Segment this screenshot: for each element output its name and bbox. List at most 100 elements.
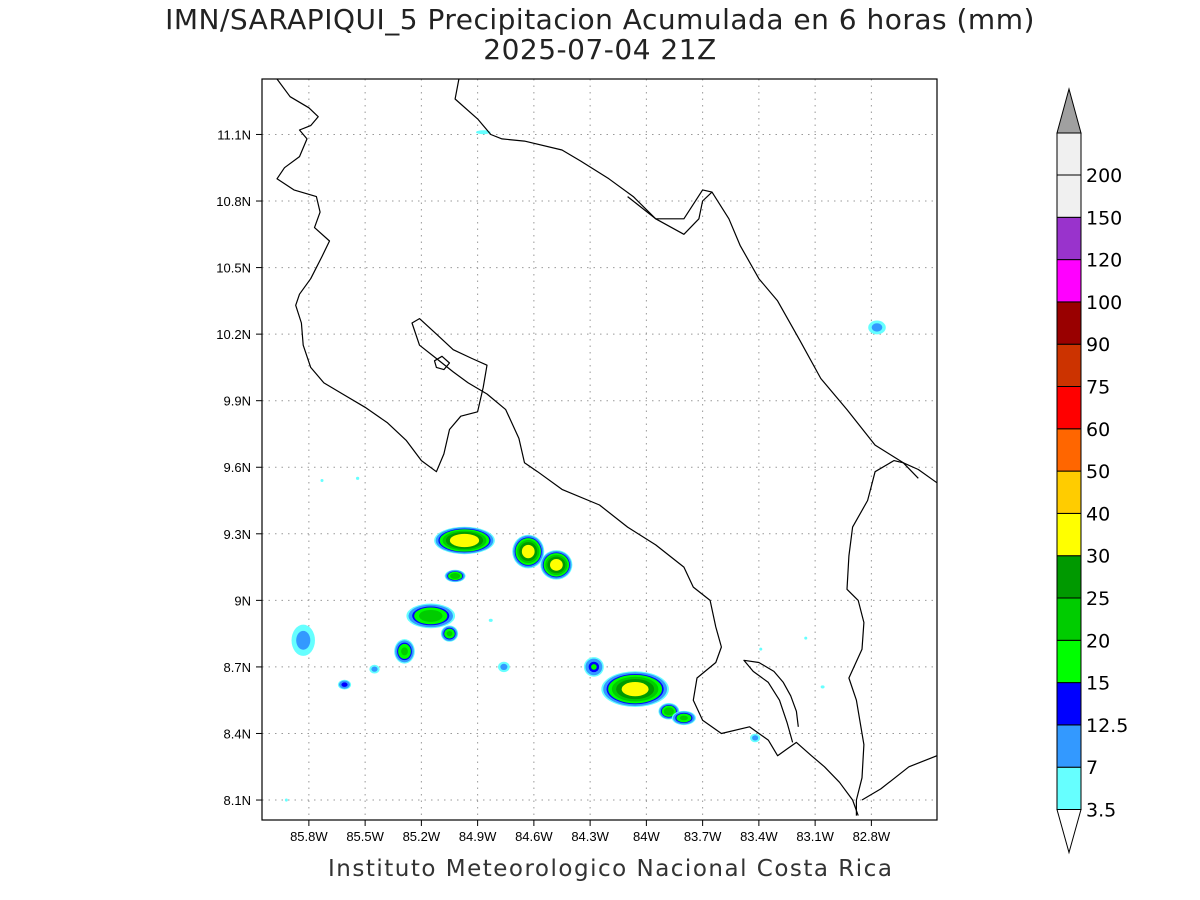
colorbar-label: 40 <box>1086 503 1110 525</box>
precip-contour <box>621 681 649 697</box>
precip-contour <box>549 558 563 571</box>
y-tick-label: 9.6N <box>224 460 251 475</box>
y-tick-label: 11.1N <box>217 127 251 142</box>
colorbar-label: 200 <box>1086 165 1122 187</box>
footer-credit: Instituto Meteorologico Nacional Costa R… <box>328 856 894 882</box>
precip-cell <box>394 639 415 664</box>
precip-cell <box>320 479 324 483</box>
colorbar-top-arrow <box>1056 87 1082 134</box>
colorbar-label: 7 <box>1086 757 1098 779</box>
precip-cell <box>488 618 493 622</box>
precip-contour <box>521 544 535 559</box>
precip-cell <box>540 550 573 580</box>
colorbar-swatch <box>1056 512 1082 557</box>
map-title: IMN/SARAPIQUI_5 Precipitacion Acumulada … <box>165 3 1035 36</box>
precip-cell <box>868 320 886 335</box>
x-tick-label: 84W <box>633 829 660 844</box>
colorbar-legend: 3.5 7 12.5 15 20 25 30 40 50 60 75 90 100 120 150 200 <box>1056 87 1128 855</box>
precip-contour <box>449 533 480 548</box>
colorbar-label: 150 <box>1086 207 1122 229</box>
colorbar-label: 25 <box>1086 588 1110 610</box>
precip-contour <box>475 130 491 135</box>
x-tick-label: 85.8W <box>290 829 328 844</box>
colorbar-swatch <box>1056 470 1082 514</box>
precip-contour <box>591 664 597 670</box>
precip-contour <box>284 798 288 802</box>
golfo-dulce-coast <box>743 659 799 743</box>
colorbar-label: 90 <box>1086 334 1110 356</box>
precip-contour <box>296 630 311 650</box>
precip-cell <box>284 798 288 802</box>
precip-contour <box>759 647 763 651</box>
y-tick-label: 8.4N <box>224 726 251 741</box>
x-tick-label: 82.8W <box>853 829 891 844</box>
y-tick-label: 10.2N <box>216 327 251 342</box>
precip-cell <box>601 671 669 707</box>
colorbar-bottom-arrow <box>1056 809 1082 855</box>
gulf-island <box>433 355 451 371</box>
precip-cell <box>291 624 315 656</box>
map-subtitle-datetime: 2025-07-04 21Z <box>483 33 717 66</box>
panama-border <box>846 460 937 816</box>
precip-contour <box>663 707 674 716</box>
precip-cell <box>355 476 360 480</box>
colorbar-label: 75 <box>1086 377 1110 399</box>
precip-contour <box>450 572 461 579</box>
precipitation-contours <box>284 130 886 802</box>
colorbar-swatch <box>1056 724 1082 768</box>
colorbar-label: 20 <box>1086 630 1110 652</box>
colorbar-swatch <box>1056 216 1082 261</box>
precip-cell <box>804 636 808 640</box>
colorbar-label: 12.5 <box>1086 715 1128 737</box>
colorbar-label: 30 <box>1086 546 1110 568</box>
y-tick-label: 8.7N <box>224 660 251 675</box>
y-tick-label: 9N <box>234 593 251 608</box>
precip-cell <box>444 569 466 583</box>
colorbar-label: 3.5 <box>1086 800 1116 822</box>
colorbar-label: 60 <box>1086 419 1110 441</box>
precip-contour <box>446 630 453 637</box>
colorbar-swatch <box>1056 132 1082 176</box>
precip-contour <box>371 666 378 672</box>
precip-cell <box>434 526 495 555</box>
grid-lines <box>262 79 937 820</box>
colorbar-swatch <box>1056 555 1082 599</box>
coastline <box>276 79 937 816</box>
precip-cell <box>475 130 491 135</box>
precip-cell <box>406 603 456 629</box>
precip-contour <box>500 663 508 671</box>
colorbar-swatch <box>1056 259 1082 303</box>
longitude-axis: 85.8W 85.5W 85.2W 84.9W 84.6W 84.3W 84W 83.7W 83… <box>290 820 891 844</box>
x-tick-label: 85.2W <box>403 829 441 844</box>
x-tick-label: 84.3W <box>571 829 609 844</box>
colorbar-swatch <box>1056 766 1082 811</box>
precip-cell <box>820 685 825 689</box>
colorbar-swatch <box>1056 682 1082 726</box>
colorbar-label: 15 <box>1086 673 1110 695</box>
precip-contour <box>341 682 348 687</box>
panama-coastline <box>861 755 937 801</box>
y-tick-label: 10.5N <box>216 261 251 276</box>
precip-contour <box>679 715 688 721</box>
precip-cell <box>512 534 545 569</box>
precip-contour <box>752 735 759 741</box>
x-tick-label: 83.7W <box>684 829 722 844</box>
precip-contour <box>320 479 324 483</box>
y-tick-label: 8.1N <box>224 793 251 808</box>
precip-cell <box>337 679 352 690</box>
colorbar-swatch <box>1056 174 1082 218</box>
precip-contour <box>419 609 443 622</box>
precip-contour <box>401 647 408 656</box>
y-tick-label: 9.3N <box>224 527 251 542</box>
precip-contour <box>804 636 808 640</box>
x-tick-label: 85.5W <box>346 829 384 844</box>
colorbar-swatch <box>1056 639 1082 684</box>
precip-cell <box>759 647 763 651</box>
colorbar-label: 100 <box>1086 292 1122 314</box>
map-frame <box>261 78 938 821</box>
nicaragua-border <box>627 189 713 220</box>
pacific-coastline <box>276 79 859 816</box>
colorbar-swatch <box>1056 428 1082 472</box>
colorbar-swatch <box>1056 343 1082 388</box>
